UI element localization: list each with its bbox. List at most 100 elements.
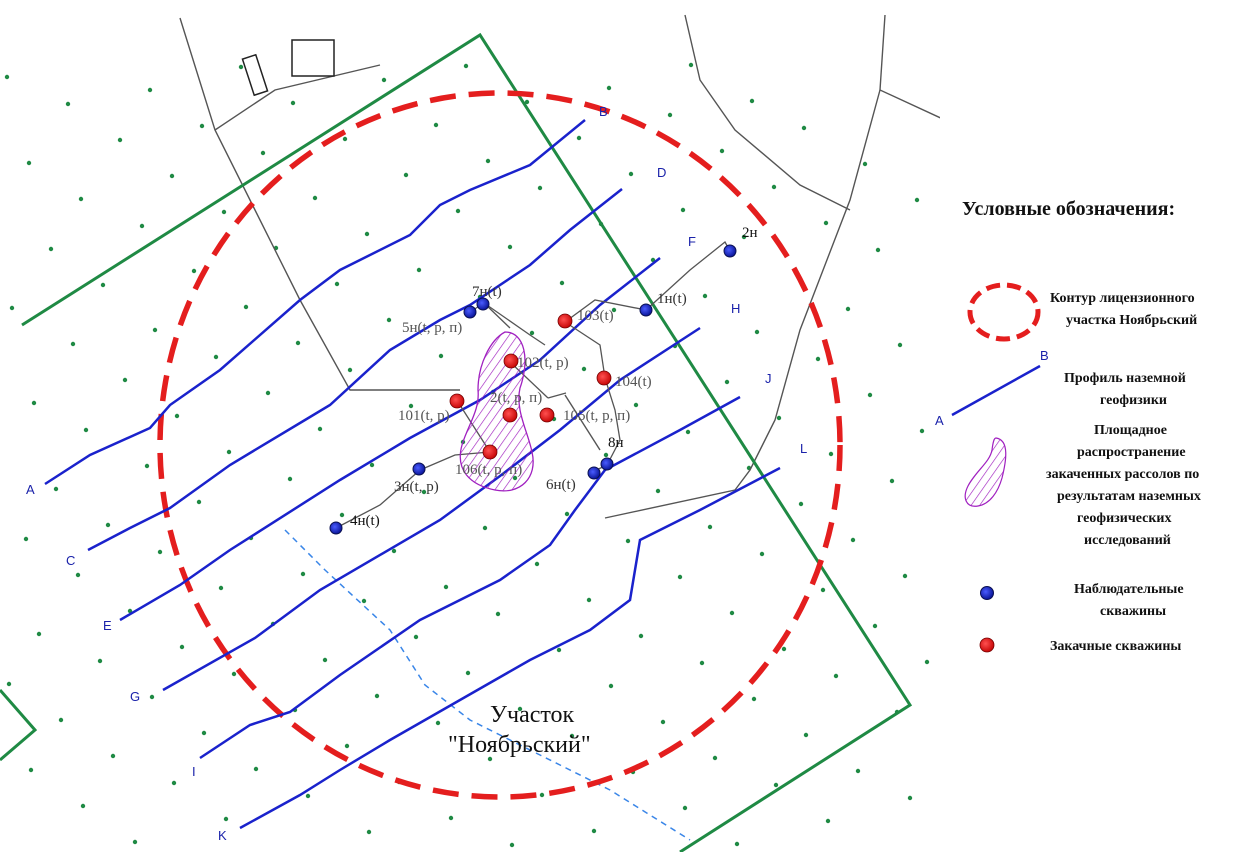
profile-label-i: I [192, 764, 196, 779]
well-marker-7n[interactable] [476, 297, 490, 311]
brine-area [459, 331, 534, 492]
legend-profile-symbol [951, 364, 1041, 417]
profile-label-e: E [103, 618, 112, 633]
survey-dot [421, 489, 427, 495]
survey-dot [803, 732, 809, 738]
survey-dot [749, 98, 755, 104]
survey-dot [435, 720, 441, 726]
survey-dot [507, 244, 513, 250]
well-marker-5n[interactable] [463, 305, 477, 319]
survey-dot [339, 512, 345, 518]
legend-brine-text-2: распространение [1077, 445, 1186, 460]
survey-dot [322, 657, 328, 663]
survey-dot [872, 623, 878, 629]
well-marker-106[interactable] [482, 444, 498, 460]
survey-dot [833, 673, 839, 679]
well-label-2: 2(t, р, п) [490, 390, 542, 406]
survey-dot [729, 610, 735, 616]
survey-dot [174, 413, 180, 419]
survey-dot [290, 100, 296, 106]
profile-label-f: F [688, 234, 696, 249]
survey-dot [334, 281, 340, 287]
well-marker-101[interactable] [449, 393, 465, 409]
well-marker-104[interactable] [596, 370, 612, 386]
survey-dot [897, 342, 903, 348]
survey-dot [199, 123, 205, 129]
survey-dot [707, 524, 713, 530]
survey-dot [122, 377, 128, 383]
survey-dot [70, 341, 76, 347]
well-label-8n: 8н [608, 435, 624, 451]
legend-profile-text-2: геофизики [1100, 393, 1167, 408]
survey-dot [845, 306, 851, 312]
well-label-104: 104(t) [615, 374, 652, 390]
survey-dot [312, 195, 318, 201]
well-marker-103[interactable] [557, 313, 573, 329]
well-marker-4n[interactable] [329, 521, 343, 535]
well-labels: 2н 7н(t) 5н(t, р, п) 1н(t) 103(t) 102(t,… [350, 225, 758, 529]
survey-dot [386, 317, 392, 323]
well-label-3n: 3н(t, р) [394, 479, 439, 495]
survey-dot [100, 282, 106, 288]
legend-brine-symbol [964, 437, 1007, 507]
survey-dot [667, 112, 673, 118]
wells [329, 244, 737, 535]
survey-dot [509, 842, 515, 848]
survey-dot [529, 330, 535, 336]
survey-dot [416, 267, 422, 273]
well-marker-102[interactable] [503, 353, 519, 369]
profile-label-g: G [130, 689, 140, 704]
survey-dot [685, 429, 691, 435]
survey-dot [149, 694, 155, 700]
survey-dot [253, 766, 259, 772]
survey-dot [862, 161, 868, 167]
survey-dot [539, 792, 545, 798]
survey-dot [680, 207, 686, 213]
well-marker-2n[interactable] [723, 244, 737, 258]
well-label-102: 102(t, р) [517, 355, 569, 371]
profile-label-k: K [218, 828, 227, 843]
survey-dot [391, 548, 397, 554]
survey-dot [902, 573, 908, 579]
well-marker-8n[interactable] [600, 457, 614, 471]
survey-dot [448, 815, 454, 821]
survey-dot [699, 660, 705, 666]
survey-dot [754, 329, 760, 335]
profile-labels: A B C D E F G H I J K L [26, 104, 807, 843]
well-label-106: 106(t, р, п) [455, 462, 522, 478]
survey-dot [487, 756, 493, 762]
legend-observation-text-1: Наблюдательные [1074, 582, 1184, 597]
survey-dot [655, 488, 661, 494]
survey-dot [147, 87, 153, 93]
survey-dot [455, 208, 461, 214]
survey-dot [231, 671, 237, 677]
survey-dot [677, 574, 683, 580]
survey-dot [117, 137, 123, 143]
profile-label-d: D [657, 165, 666, 180]
well-marker-2[interactable] [502, 407, 518, 423]
survey-dot [773, 782, 779, 788]
survey-dot [719, 148, 725, 154]
well-label-4n: 4н(t) [350, 513, 380, 529]
survey-dot [581, 366, 587, 372]
well-marker-3n[interactable] [412, 462, 426, 476]
survey-dot [83, 427, 89, 433]
survey-dot [105, 522, 111, 528]
survey-dot [223, 816, 229, 822]
survey-dot [97, 658, 103, 664]
survey-dot [625, 538, 631, 544]
survey-dot [741, 234, 747, 240]
survey-dot [179, 644, 185, 650]
survey-dot [243, 304, 249, 310]
license-contour [157, 90, 843, 800]
survey-dot [218, 585, 224, 591]
survey-dot [413, 634, 419, 640]
well-marker-105[interactable] [539, 407, 555, 423]
survey-dot [608, 683, 614, 689]
well-marker-1n[interactable] [639, 303, 653, 317]
well-marker-6n[interactable] [587, 466, 601, 480]
survey-dot [361, 598, 367, 604]
profile-label-h: H [731, 301, 740, 316]
survey-dot [366, 829, 372, 835]
survey-dot [6, 681, 12, 687]
